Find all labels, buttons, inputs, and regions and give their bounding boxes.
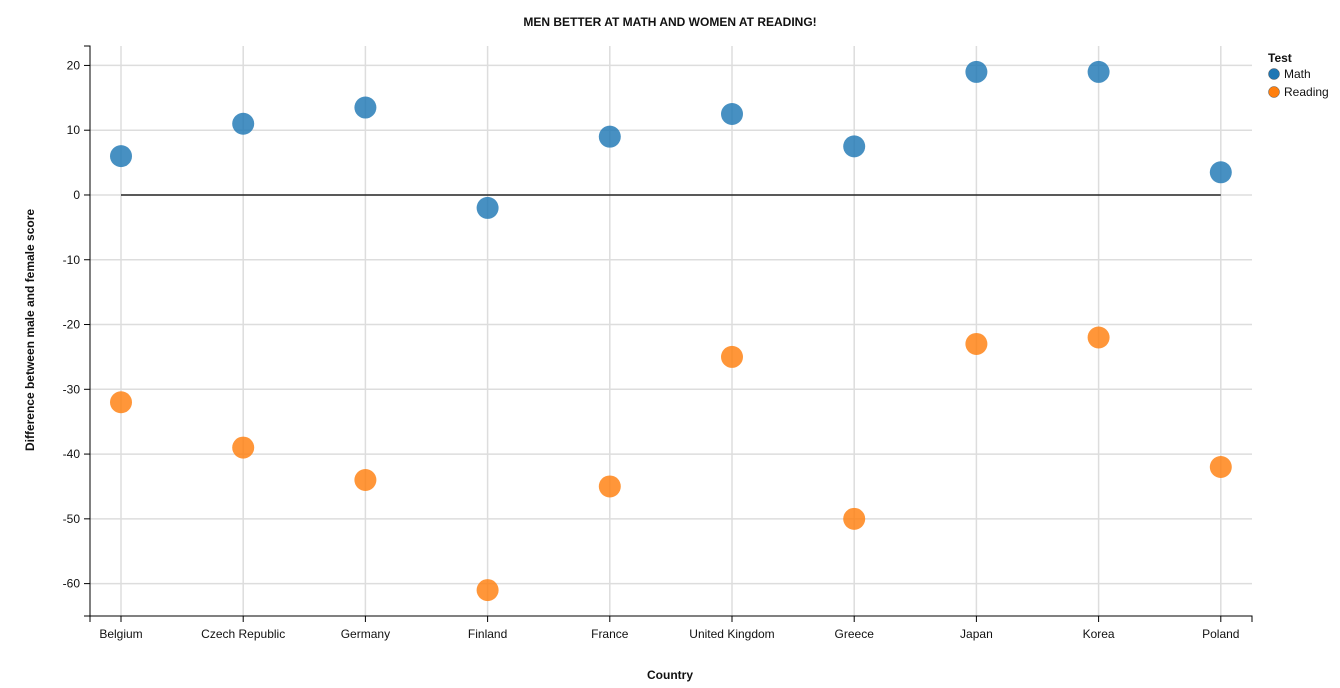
point-reading-finland — [476, 579, 499, 602]
x-tick-label: Germany — [341, 627, 390, 641]
x-tick-label: Czech Republic — [201, 627, 285, 641]
point-reading-korea — [1087, 326, 1110, 349]
point-math-germany — [354, 96, 377, 119]
legend: Test Math Reading — [1268, 51, 1329, 99]
y-tick-label: -10 — [63, 253, 81, 267]
x-tick-label: Greece — [835, 627, 875, 641]
point-math-japan — [965, 60, 988, 83]
chart-title: MEN BETTER AT MATH AND WOMEN AT READING! — [523, 15, 816, 29]
point-reading-greece — [843, 507, 866, 530]
point-math-united-kingdom — [721, 103, 743, 126]
y-tick-label: -50 — [63, 512, 81, 526]
x-tick-label: Japan — [960, 627, 993, 641]
y-tick-label: -20 — [63, 318, 81, 332]
grid-layer — [90, 46, 1252, 616]
y-tick-label: 20 — [67, 58, 81, 72]
axes-layer — [84, 45, 1253, 622]
tick-labels: 20 10 0 -10 -20 -30 -40 -50 -60 Belgium Czech Repu… — [63, 58, 1240, 641]
legend-swatch-math — [1268, 68, 1280, 80]
point-math-finland — [476, 196, 499, 219]
point-math-czech-republic — [232, 112, 255, 135]
point-math-greece — [843, 135, 866, 158]
x-tick-label: United Kingdom — [689, 627, 774, 641]
y-tick-label: -40 — [63, 447, 81, 461]
legend-label-math: Math — [1284, 67, 1311, 81]
point-reading-czech-republic — [232, 436, 255, 459]
y-tick-label: 0 — [73, 188, 80, 202]
x-axis-line — [89, 615, 1253, 622]
legend-swatch-reading — [1268, 86, 1280, 98]
point-reading-france — [598, 475, 621, 498]
y-axis-line — [84, 45, 91, 617]
y-tick-label: -30 — [63, 382, 81, 396]
point-math-korea — [1087, 60, 1110, 83]
point-math-france — [598, 125, 621, 148]
x-tick-label: Korea — [1083, 627, 1115, 641]
point-math-belgium — [110, 145, 132, 168]
point-reading-belgium — [110, 391, 132, 414]
x-tick-label: Poland — [1202, 627, 1239, 641]
point-reading-germany — [354, 468, 377, 491]
x-tick-label: Finland — [468, 627, 507, 641]
point-math-poland — [1209, 161, 1232, 184]
legend-title: Test — [1268, 51, 1292, 65]
legend-label-reading: Reading — [1284, 85, 1329, 99]
data-points — [110, 60, 1232, 602]
point-reading-japan — [965, 332, 988, 355]
x-axis-title: Country — [647, 668, 693, 682]
y-axis-title: Difference between male and female score — [23, 209, 37, 451]
x-tick-label: France — [591, 627, 629, 641]
y-tick-label: 10 — [67, 123, 81, 137]
point-reading-united-kingdom — [721, 345, 743, 368]
y-tick-label: -60 — [63, 577, 81, 591]
x-tick-label: Belgium — [99, 627, 142, 641]
point-reading-poland — [1209, 456, 1232, 479]
